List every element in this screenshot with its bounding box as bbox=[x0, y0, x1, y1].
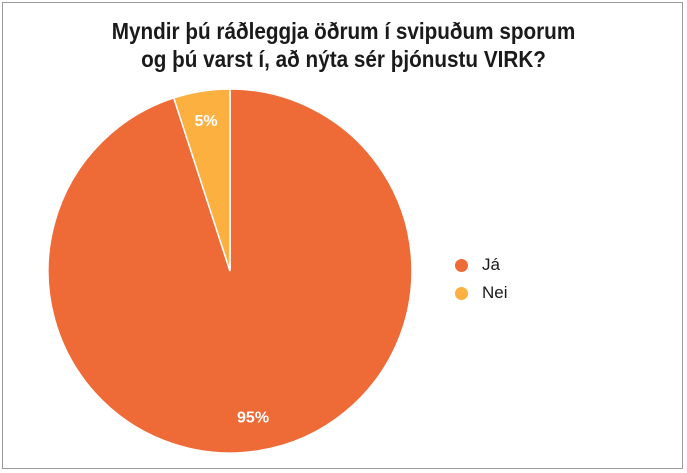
legend-label-nei: Nei bbox=[482, 283, 508, 302]
legend-swatch-ja bbox=[455, 258, 468, 272]
pie-chart: 95% 5% bbox=[47, 88, 413, 454]
legend-swatch-nei bbox=[455, 286, 468, 300]
legend-label-ja: Já bbox=[482, 255, 500, 274]
legend-item-nei: Nei bbox=[455, 279, 508, 307]
chart-title-line-1: Myndir þú ráðleggja öðrum í svipuðum spo… bbox=[111, 18, 576, 44]
data-label-ja: 95% bbox=[237, 410, 269, 427]
data-label-nei: 5% bbox=[195, 113, 218, 130]
chart-frame: Myndir þú ráðleggja öðrum í svipuðum spo… bbox=[2, 2, 683, 469]
pie-slice-nei bbox=[172, 88, 231, 272]
legend: Já Nei bbox=[455, 251, 508, 307]
legend-item-ja: Já bbox=[455, 251, 508, 279]
chart-title-line-2: og þú varst í, að nýta sér þjónustu VIRK… bbox=[141, 46, 546, 72]
chart-title: Myndir þú ráðleggja öðrum í svipuðum spo… bbox=[37, 17, 650, 73]
